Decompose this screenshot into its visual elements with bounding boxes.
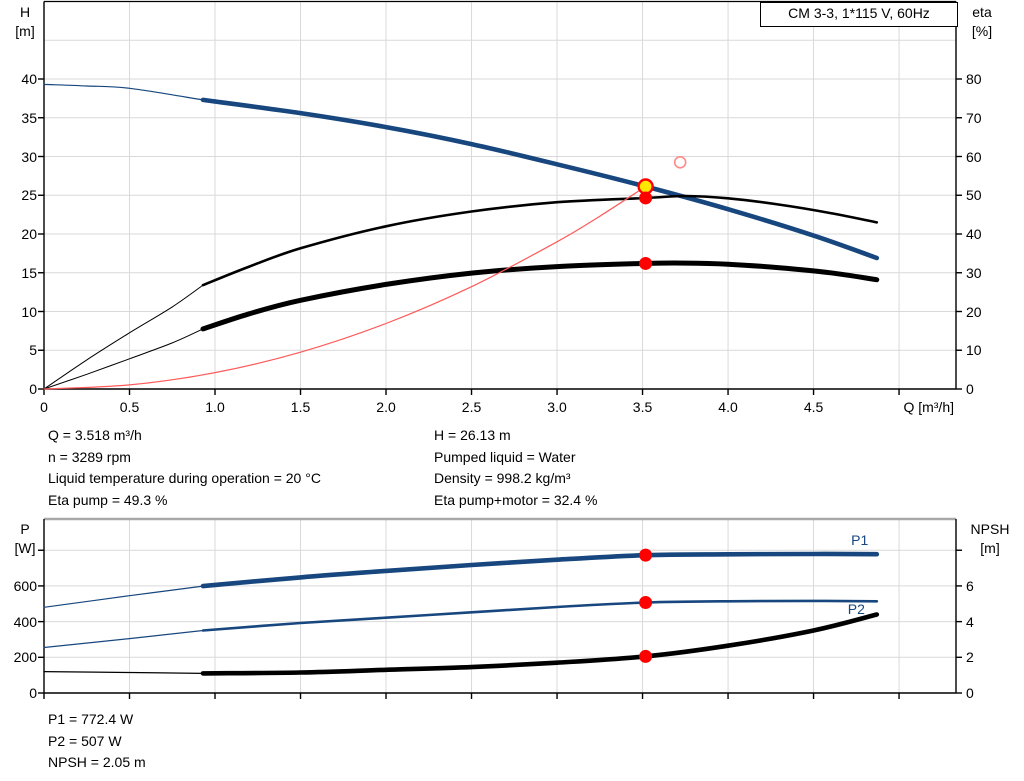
title-box: CM 3-3, 1*115 V, 60Hz	[760, 2, 958, 27]
axis-tick-label: 0.5	[119, 399, 140, 415]
axis-tick-label: 10	[21, 303, 37, 320]
axis-tick-label: 35	[21, 109, 37, 126]
axis-tick-label: 70	[966, 109, 982, 126]
eta-pump-motor-curve	[200, 260, 880, 332]
eta-pump-motor-point	[639, 256, 653, 270]
axis-tick-label: 4.5	[803, 399, 824, 415]
npsh-curve-thin	[43, 671, 204, 674]
axis-tick-label: 0	[40, 399, 48, 415]
axis-tick-label: 0	[29, 685, 37, 701]
p1-curve-thin	[43, 585, 204, 608]
axis-tick-label: 30	[21, 148, 37, 165]
p1-point	[639, 548, 653, 562]
info-line: NPSH = 2.05 m	[48, 754, 146, 770]
axis-tick-label: 2.5	[461, 399, 482, 415]
duty-info-right: H = 26.13 m Pumped liquid = Water Density …	[434, 425, 597, 511]
axis-tick-label: 3.5	[632, 399, 653, 415]
axis-tick-label: 600	[13, 577, 37, 594]
p2-point	[639, 596, 653, 610]
info-line: P1 = 772.4 W	[48, 711, 134, 727]
axis-tick-label: 40	[966, 226, 982, 242]
p1-curve	[200, 551, 880, 589]
info-line: Pumped liquid = Water	[434, 448, 576, 465]
eta-pump-point	[639, 191, 653, 205]
axis-tick-label: 30	[966, 264, 982, 281]
axis-tick-label: 15	[21, 264, 37, 281]
info-line: Eta pump = 49.3 %	[48, 491, 168, 508]
axis-tick-label: 1.5	[290, 399, 311, 415]
npsh-axis-label: NPSH [m]	[970, 521, 1010, 556]
info-line: P2 = 507 W	[48, 732, 122, 749]
axis-tick-label: 6	[966, 577, 974, 594]
axis-tick-label: 0	[966, 685, 974, 701]
info-line: Eta pump+motor = 32.4 %	[434, 491, 598, 508]
axis-tick-label: 40	[21, 71, 37, 87]
axis-tick-label: 0	[966, 381, 974, 397]
axis-tick-label: 10	[966, 342, 982, 359]
axis-tick-label: 4	[966, 613, 974, 630]
info-line: Liquid temperature during operation = 20…	[48, 470, 321, 486]
duty-info-left: Q = 3.518 m³/h n = 3289 rpm Liquid tempera…	[48, 425, 321, 511]
npsh-point	[639, 649, 653, 663]
rated-point-ring	[673, 156, 687, 169]
pump-title: CM 3-3, 1*115 V, 60Hz	[788, 5, 930, 21]
axis-tick-label: 400	[13, 613, 37, 630]
head-curve	[200, 97, 880, 261]
axis-tick-label: 20	[21, 226, 37, 242]
eta-axis-label: eta [%]	[971, 4, 993, 39]
axis-tick-label: 2.0	[376, 399, 396, 415]
info-line: H = 26.13 m	[434, 427, 511, 443]
p2-curve-thin	[43, 629, 204, 649]
p1-curve-label: P1	[851, 531, 869, 548]
head-curve-thin	[43, 83, 204, 101]
axis-tick-label: 3.0	[547, 399, 567, 415]
axis-tick-label: 200	[13, 649, 37, 666]
info-line: n = 3289 rpm	[48, 448, 131, 465]
system-curve-thin	[43, 185, 647, 390]
axis-tick-label: 80	[966, 71, 982, 87]
q-axis-label: Q [m³/h]	[903, 399, 954, 415]
p2-curve	[201, 599, 879, 632]
axis-tick-label: 25	[21, 187, 37, 204]
p-axis-label: P [W]	[14, 521, 36, 556]
eta-pump-curve	[201, 194, 879, 287]
h-axis-label: H [m]	[15, 4, 35, 39]
info-line: Density = 998.2 kg/m³	[434, 470, 571, 486]
power-info-panel: P1 = 772.4 W P2 = 507 W NPSH = 2.05 m	[48, 709, 146, 774]
info-line: Q = 3.518 m³/h	[48, 427, 142, 443]
axis-tick-label: 2	[966, 649, 974, 666]
axis-tick-label: 1.0	[205, 399, 225, 415]
p2-curve-label: P2	[847, 601, 865, 618]
axis-tick-label: 60	[966, 148, 982, 165]
duty-point[interactable]	[637, 178, 654, 195]
eta-pump-curve-thin	[43, 284, 204, 390]
axis-tick-label: 0	[29, 381, 37, 397]
axis-tick-label: 20	[966, 303, 982, 320]
eta-pump-motor-curve-thin	[43, 328, 204, 390]
axis-tick-label: 5	[29, 342, 37, 359]
axis-tick-label: 50	[966, 187, 982, 204]
npsh-curve	[200, 612, 880, 676]
axis-tick-label: 4.0	[718, 399, 738, 415]
